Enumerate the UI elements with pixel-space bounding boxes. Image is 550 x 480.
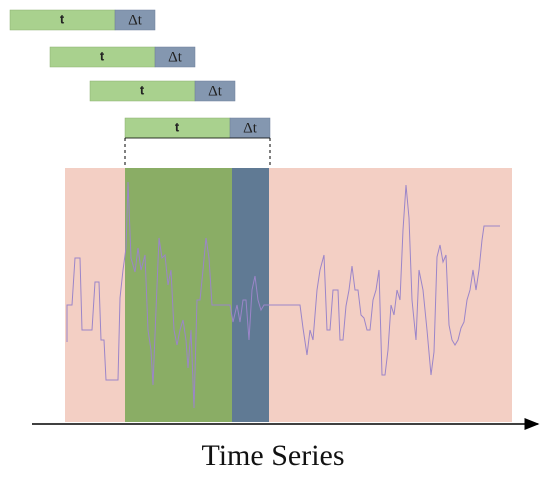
axis-label: Time Series	[201, 439, 344, 472]
delta-bar	[194, 80, 236, 102]
window: t Δt	[9, 9, 156, 31]
delta-label: Δt	[243, 120, 258, 136]
delta-bar	[154, 46, 196, 68]
delta-highlight	[232, 168, 269, 422]
window: t Δt	[49, 46, 196, 68]
delta-label: Δt	[128, 12, 143, 28]
delta-bar	[114, 9, 156, 31]
window-label: t	[140, 82, 145, 97]
window-label: t	[175, 119, 180, 134]
window-highlight	[125, 168, 232, 422]
window: t Δt	[124, 117, 271, 139]
window: t Δt	[89, 80, 236, 102]
series-line	[66, 181, 500, 409]
delta-label: Δt	[208, 83, 223, 99]
window-label: t	[100, 48, 105, 63]
window-label: t	[60, 11, 65, 26]
delta-label: Δt	[168, 49, 183, 65]
